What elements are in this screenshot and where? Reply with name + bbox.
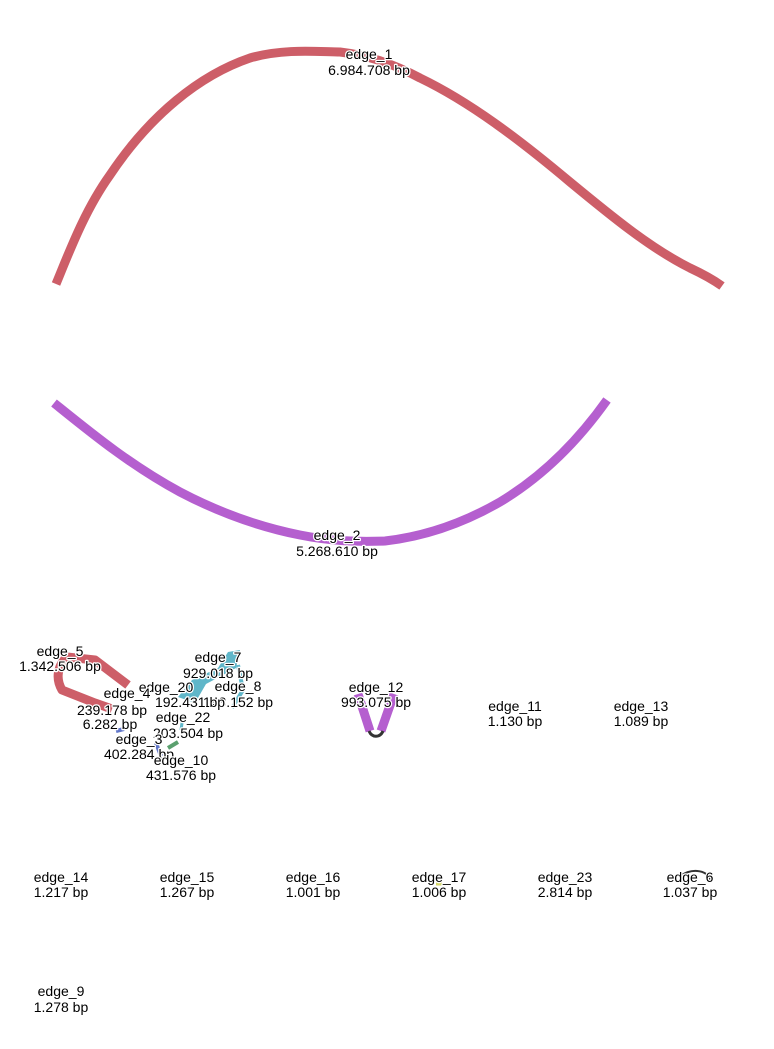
edge-22-path[interactable] xyxy=(179,715,185,731)
edge-10-name: edge_10 xyxy=(154,752,209,768)
small-segments xyxy=(115,688,185,757)
edge-10-length: 431.576 bp xyxy=(146,767,216,783)
edge-2-name: edge_2 xyxy=(314,527,361,543)
edge-12-path[interactable] xyxy=(353,692,399,733)
edge-2-length: 5.268.610 bp xyxy=(296,543,378,559)
edge-1-segment[interactable] xyxy=(51,46,725,290)
edge-20-length: 192.431 bp xyxy=(155,694,225,710)
edge-8-path[interactable] xyxy=(230,664,246,710)
edge-15-name: edge_15 xyxy=(160,869,215,885)
edge-1-length: 6.984.708 bp xyxy=(328,62,410,78)
edge-4-name: edge_4 xyxy=(104,685,151,701)
edge-14-length: 1.217 bp xyxy=(34,884,89,900)
edge-12-length: 993.075 bp xyxy=(341,694,411,710)
edge-2-path[interactable] xyxy=(51,397,611,546)
edge-5-segment[interactable] xyxy=(53,652,131,714)
edge-16-length: 1.001 bp xyxy=(286,884,341,900)
edge-16-name: edge_16 xyxy=(286,869,341,885)
edge-3-name: edge_3 xyxy=(116,731,163,747)
edge-11-name: edge_11 xyxy=(488,698,542,714)
edge-9-name: edge_9 xyxy=(38,983,85,999)
edge-1-path[interactable] xyxy=(51,46,725,290)
edge-7-shape[interactable] xyxy=(178,650,240,703)
edge-12-segment[interactable] xyxy=(353,692,399,738)
edge-6-length: 1.037 bp xyxy=(663,884,718,900)
edge-17-name: edge_17 xyxy=(412,869,467,885)
edge-1-name: edge_1 xyxy=(346,46,393,62)
edge-15-length: 1.267 bp xyxy=(160,884,215,900)
edge-18-length: 6.282 bp xyxy=(83,716,138,732)
edge-22-length: 203.504 bp xyxy=(153,725,223,741)
edge-10-path[interactable] xyxy=(166,740,180,750)
edge-7-segment[interactable] xyxy=(178,650,246,710)
edge-13-name: edge_13 xyxy=(614,698,669,714)
edge-8-length: 143.152 bp xyxy=(203,694,273,710)
edge-3-path[interactable] xyxy=(154,742,163,757)
edge-14-name: edge_14 xyxy=(34,869,89,885)
edge-6-loop[interactable] xyxy=(679,870,711,881)
edge-12-loop[interactable] xyxy=(367,730,385,738)
edge-23-length: 2.814 bp xyxy=(538,884,593,900)
edge-5-length: 1.342.506 bp xyxy=(19,658,101,674)
edge-3-length: 402.284 bp xyxy=(104,746,174,762)
edge-4-length: 239.178 bp xyxy=(77,702,147,718)
edge-17-length: 1.006 bp xyxy=(412,884,467,900)
edge-23-name: edge_23 xyxy=(538,869,593,885)
edge-12-name: edge_12 xyxy=(349,679,404,695)
edge-labels: edge_1 6.984.708 bp edge_2 5.268.610 bp … xyxy=(18,45,719,1017)
edge-2-segment[interactable] xyxy=(51,397,611,546)
edge-6-name: edge_6 xyxy=(667,869,714,885)
edge-22-name: edge_22 xyxy=(156,709,211,725)
edge-8-name: edge_8 xyxy=(215,678,262,694)
edge-18-path[interactable] xyxy=(115,727,125,733)
edge-20-name: edge_20 xyxy=(139,679,194,695)
edge-11-length: 1.130 bp xyxy=(488,713,543,729)
edge-13-length: 1.089 bp xyxy=(614,713,669,729)
edge-5-path[interactable] xyxy=(53,652,131,714)
edge-5-name: edge_5 xyxy=(37,643,84,659)
edge-7-length: 929.018 bp xyxy=(183,665,253,681)
edge-9-length: 1.278 bp xyxy=(34,999,89,1015)
edge-7-name: edge_7 xyxy=(195,649,242,665)
